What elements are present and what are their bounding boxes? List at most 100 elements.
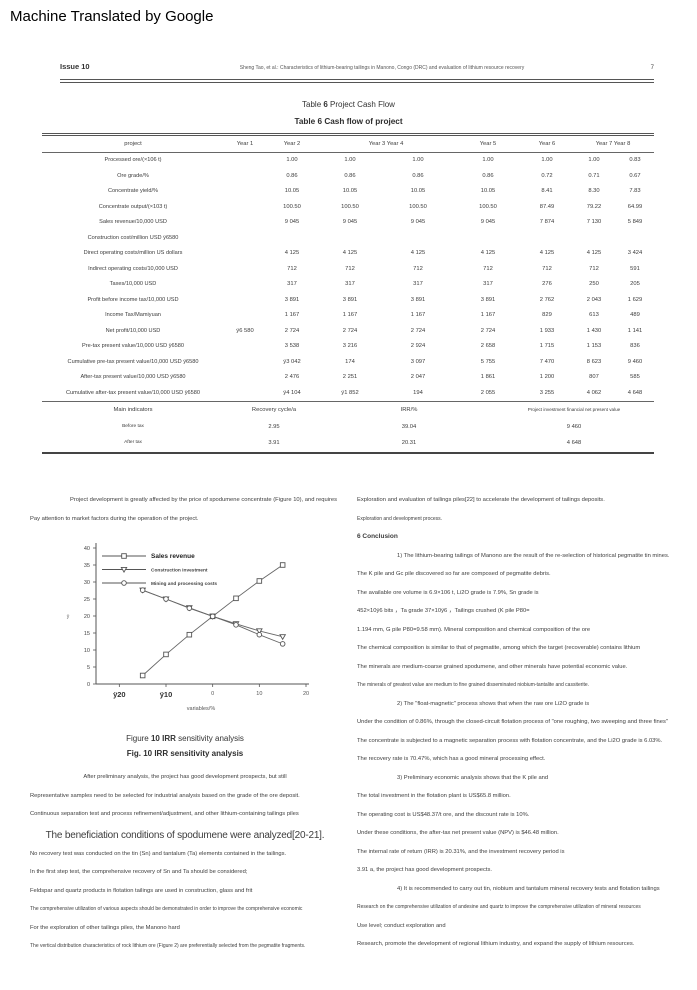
- paragraph: The operating cost is US$48.37/t ore, an…: [357, 811, 530, 818]
- cell: 829: [542, 312, 552, 318]
- column-header: Year 5: [479, 141, 497, 147]
- cell: 4 125: [342, 250, 358, 256]
- row-label: Cumulative pre-tax present value/10,000 …: [67, 358, 199, 365]
- cell: ÿ4 104: [283, 389, 301, 396]
- paragraph: The available ore volume is 6.9×106 t, L…: [357, 589, 539, 596]
- cell: 4 125: [284, 250, 300, 256]
- svg-text:20: 20: [84, 614, 90, 620]
- cell: 4 125: [480, 250, 496, 256]
- cell: 79.22: [586, 203, 602, 210]
- cell: 1 200: [539, 374, 555, 380]
- cell: 836: [630, 343, 640, 349]
- caption-part: Table: [302, 100, 324, 109]
- cell: 8 623: [586, 358, 602, 365]
- cell: 1 141: [627, 327, 643, 334]
- cell: 2 724: [284, 327, 300, 334]
- cell: 0.71: [588, 172, 600, 179]
- cell: [522, 231, 572, 247]
- cell: 5 849: [627, 219, 643, 225]
- paragraph: No recovery test was conducted on the ti…: [30, 850, 287, 857]
- row-label: Income Tax/Mamiyuan: [105, 312, 161, 318]
- cell: 1 861: [480, 374, 496, 380]
- cell: 712: [287, 265, 297, 272]
- indicator-cell: 2.95: [268, 423, 280, 430]
- cell: [572, 231, 616, 247]
- paragraph: The concentrate is subjected to a magnet…: [357, 737, 663, 744]
- two-column-text: Project development is greatly affected …: [30, 497, 670, 962]
- indicator-header: Project investment financial net present…: [527, 407, 621, 412]
- cell: 2 043: [586, 296, 602, 303]
- column-header: Year 7 Year 8: [595, 141, 631, 147]
- paragraph: The minerals are medium-coarse grained s…: [357, 663, 628, 670]
- row-label: Cumulative after-tax present value/10,00…: [65, 389, 200, 396]
- cell: 87.49: [539, 203, 555, 210]
- svg-text:0: 0: [211, 691, 214, 697]
- cell: 0.67: [629, 172, 641, 179]
- indicator-cell: 4 648: [566, 440, 582, 446]
- svg-text:ÿ20: ÿ20: [113, 690, 126, 699]
- svg-text:10: 10: [84, 648, 90, 654]
- row-label: Ore grade/%: [117, 172, 149, 179]
- cell: 2 055: [480, 389, 496, 396]
- cell: [224, 355, 266, 371]
- cell: 1.00: [482, 157, 494, 163]
- paragraph: In the first step test, the comprehensiv…: [30, 869, 248, 875]
- cell: 7.83: [629, 188, 641, 194]
- cell: 1 167: [480, 312, 496, 318]
- cell: 9 045: [342, 219, 358, 225]
- paragraph: 1.194 mm, G pile P80=9.58 mm). Mineral c…: [357, 626, 591, 633]
- cell: 1.00: [286, 157, 298, 163]
- cell: ÿ3 042: [283, 358, 301, 365]
- indicator-cell: Before tax: [122, 423, 144, 429]
- cell: 10.05: [410, 188, 426, 194]
- page-number: 7: [650, 65, 654, 71]
- cell: [266, 231, 318, 247]
- legend-label: Sales revenue: [151, 553, 195, 560]
- cell: 2 047: [410, 374, 426, 380]
- paragraph: 3) Preliminary economic analysis shows t…: [397, 774, 549, 781]
- row-label: Indirect operating costs/10,000 USD: [88, 265, 178, 272]
- cell: [224, 215, 266, 231]
- table-caption-bold: Table 6 Cash flow of project: [294, 117, 403, 126]
- svg-text:10: 10: [256, 691, 262, 697]
- irr-sensitivity-chart: 0 5 10 15 20 25 30 35 40 ÿ20 ÿ10 0 10 20 variables/% ÿ S…: [67, 543, 309, 712]
- cell: 0.86: [344, 172, 356, 179]
- left-column: Project development is greatly affected …: [30, 497, 340, 962]
- cell: 5 755: [480, 358, 496, 365]
- cell: 0.86: [412, 172, 424, 179]
- cell: 807: [589, 374, 599, 380]
- cell: 1 629: [627, 296, 643, 303]
- cell: 100.50: [409, 203, 427, 210]
- cell: 2 924: [410, 343, 426, 349]
- cell: 4 125: [586, 250, 602, 256]
- cell: 317: [413, 281, 423, 287]
- cell: 9 045: [284, 219, 300, 225]
- cell: 1.00: [344, 157, 356, 163]
- cell: [224, 231, 266, 247]
- indicator-cell: After tax: [124, 440, 142, 445]
- cell: 489: [630, 312, 640, 318]
- cell: 205: [630, 281, 640, 287]
- cell: 585: [630, 374, 640, 380]
- svg-text:40: 40: [84, 546, 90, 552]
- cell: 3 538: [284, 343, 300, 349]
- caption-part-bold: 10 IRR: [150, 734, 176, 743]
- cell: 712: [413, 265, 423, 272]
- cell: 194: [413, 389, 423, 396]
- cell: 1.00: [588, 157, 600, 163]
- svg-text:0: 0: [87, 682, 90, 688]
- watermark-text: Machine Translated by Google: [10, 8, 214, 25]
- paragraph: 3.91 a, the project has good development…: [357, 867, 493, 873]
- cell: 9 460: [627, 358, 643, 365]
- svg-text:variables/%: variables/%: [187, 706, 216, 712]
- paragraph: Research, promote the development of reg…: [357, 941, 635, 947]
- cell: 3 255: [539, 389, 555, 396]
- paragraph: The beneficiation conditions of spodumen…: [45, 829, 325, 841]
- cell: 9 045: [410, 219, 426, 225]
- svg-text:ÿ: ÿ: [67, 614, 70, 620]
- cell: 317: [345, 281, 355, 287]
- paragraph: The internal rate of return (IRR) is 20.…: [357, 848, 565, 855]
- cell: 7 470: [539, 358, 555, 365]
- cell: 64.99: [627, 203, 643, 210]
- cell: 0.72: [541, 172, 553, 179]
